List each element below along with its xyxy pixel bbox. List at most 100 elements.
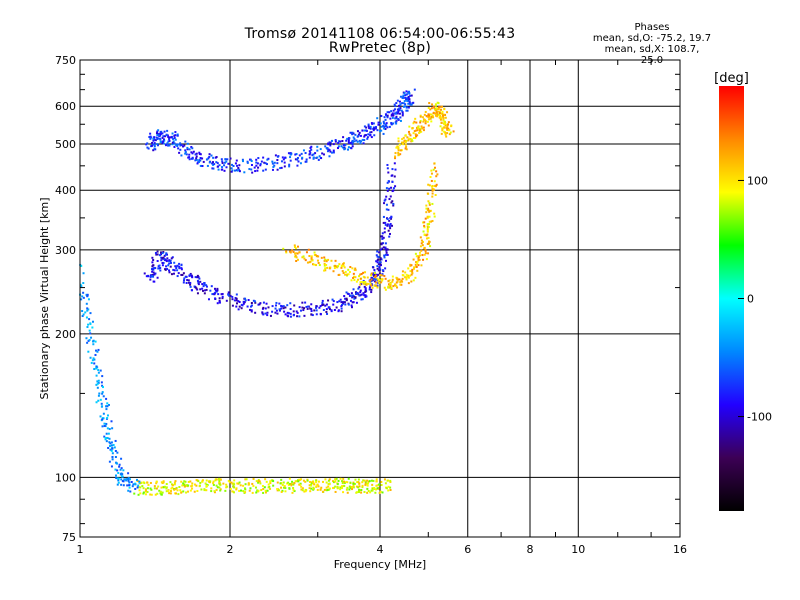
x-tick-label: 16 (673, 543, 687, 556)
echo-point (364, 290, 367, 293)
echo-point (227, 162, 230, 165)
echo-point (340, 307, 343, 310)
echo-point (316, 145, 319, 148)
echo-point (287, 312, 290, 315)
echo-point (169, 481, 172, 484)
echo-point (342, 477, 345, 480)
echo-point (116, 451, 119, 454)
echo-point (233, 479, 236, 482)
echo-point (238, 164, 241, 167)
echo-point (173, 483, 176, 486)
echo-point (309, 307, 312, 310)
echo-point (105, 408, 108, 411)
echo-point (428, 202, 431, 205)
echo-point (339, 488, 342, 491)
echo-point (168, 271, 171, 274)
echo-point (350, 306, 353, 309)
echo-point (161, 136, 164, 139)
echo-point (429, 113, 432, 116)
echo-point (182, 281, 185, 284)
echo-point (267, 306, 270, 309)
echo-point (130, 480, 133, 483)
echo-point (91, 320, 94, 323)
echo-point (407, 137, 410, 140)
echo-point (342, 302, 345, 305)
echo-point (432, 168, 435, 171)
echo-point (214, 479, 217, 482)
echo-point (199, 280, 202, 283)
echo-point (348, 485, 351, 488)
echo-point (377, 263, 380, 266)
echo-point (431, 184, 434, 187)
echo-point (299, 483, 302, 486)
echo-point (166, 134, 169, 137)
echo-point (200, 488, 203, 491)
echo-point (431, 219, 434, 222)
echo-point (309, 480, 312, 483)
echo-point (384, 128, 387, 131)
echo-point (228, 481, 231, 484)
echo-point (337, 265, 340, 268)
echo-point (405, 140, 408, 143)
echo-point (173, 145, 176, 148)
echo-point (269, 482, 272, 485)
echo-point (386, 116, 389, 119)
echo-point (352, 288, 355, 291)
echo-point (319, 305, 322, 308)
echo-point (246, 305, 249, 308)
echo-point (187, 484, 190, 487)
echo-point (389, 479, 392, 482)
echo-point (280, 304, 283, 307)
echo-point (319, 148, 322, 151)
echo-point (166, 267, 169, 270)
echo-point (392, 114, 395, 117)
echo-point (438, 113, 441, 116)
echo-point (264, 312, 267, 315)
echo-point (426, 120, 429, 123)
echo-point (165, 483, 168, 486)
echo-point (354, 276, 357, 279)
echo-point (94, 353, 97, 356)
echo-point (282, 247, 285, 250)
echo-point (95, 367, 98, 370)
echo-point (220, 293, 223, 296)
echo-point (384, 123, 387, 126)
echo-point (174, 265, 177, 268)
echo-point (352, 481, 355, 484)
echo-point (389, 489, 392, 492)
echo-point (394, 152, 397, 155)
echo-point (205, 288, 208, 291)
echo-point (376, 250, 379, 253)
echo-point (257, 480, 260, 483)
echo-point (301, 256, 304, 259)
echo-point (409, 137, 412, 140)
echo-point (388, 279, 391, 282)
echo-point (437, 107, 440, 110)
echo-point (216, 165, 219, 168)
echo-point (352, 301, 355, 304)
echo-point (436, 113, 439, 116)
echo-point (166, 142, 169, 145)
echo-point (376, 286, 379, 289)
echo-point (263, 486, 266, 489)
echo-point (280, 166, 283, 169)
echo-point (408, 92, 411, 95)
echo-point (358, 491, 361, 494)
echo-point (101, 391, 104, 394)
echo-point (386, 126, 389, 129)
echo-point (218, 486, 221, 489)
echo-point (390, 113, 393, 116)
echo-point (429, 117, 432, 120)
echo-point (230, 167, 233, 170)
echo-point (352, 294, 355, 297)
echo-point (295, 310, 298, 313)
echo-point (405, 106, 408, 109)
echo-point (389, 285, 392, 288)
echo-point (182, 482, 185, 485)
echo-point (317, 255, 320, 258)
echo-point (237, 166, 240, 169)
echo-point (385, 487, 388, 490)
echo-point (162, 261, 165, 264)
echo-point (434, 104, 437, 107)
echo-point (281, 483, 284, 486)
